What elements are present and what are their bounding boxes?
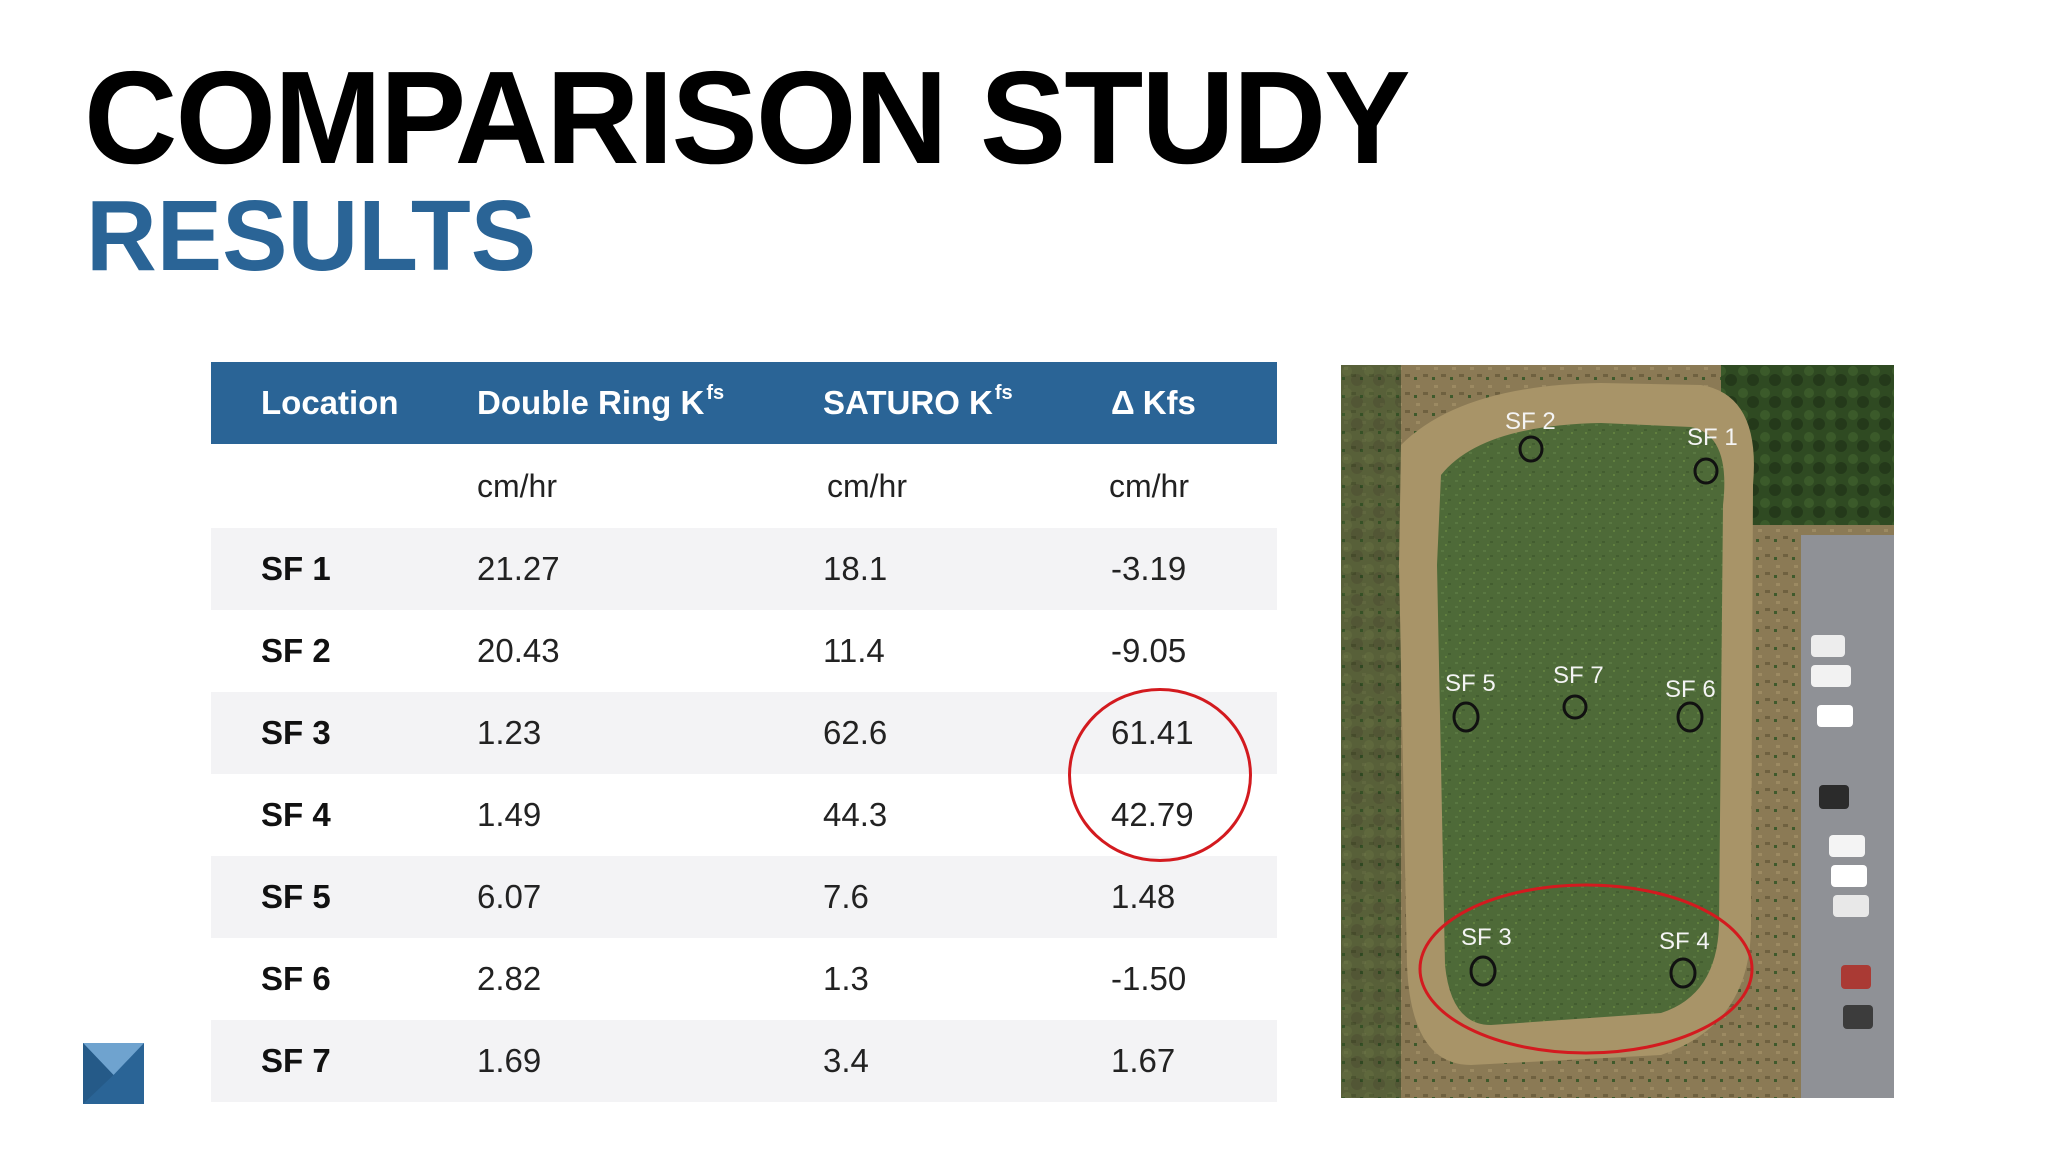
parked-car — [1843, 1005, 1873, 1029]
row-saturo: 62.6 — [823, 714, 888, 751]
unit-double-ring: cm/hr — [477, 467, 557, 504]
row-double-ring: 1.23 — [477, 714, 542, 751]
row-double-ring: 20.43 — [477, 632, 560, 669]
aerial-map: SF 1 SF 2 SF 5 SF 7 SF 6 SF 3 SF 4 — [1341, 365, 1894, 1098]
unit-saturo: cm/hr — [827, 467, 907, 504]
label-sf3: SF 3 — [1461, 924, 1512, 951]
parked-car — [1819, 785, 1849, 809]
parked-car — [1811, 635, 1845, 657]
parked-car — [1833, 895, 1869, 917]
label-sf1: SF 1 — [1687, 424, 1738, 451]
row-location: SF 4 — [261, 796, 331, 833]
parked-car — [1829, 835, 1865, 857]
parked-car — [1831, 865, 1867, 887]
marker-sf6 — [1676, 701, 1704, 733]
header-delta-label: Kfs — [1142, 384, 1196, 421]
row-location: SF 2 — [261, 632, 331, 669]
marker-sf2 — [1518, 435, 1544, 463]
row-location: SF 7 — [261, 1042, 331, 1079]
row-location: SF 3 — [261, 714, 331, 751]
table-row: SF 1 21.27 18.1 -3.19 — [211, 528, 1277, 610]
row-delta: 1.67 — [1111, 1042, 1176, 1079]
row-saturo: 18.1 — [823, 550, 888, 587]
label-sf6: SF 6 — [1665, 676, 1716, 703]
row-location: SF 1 — [261, 550, 331, 587]
label-sf5: SF 5 — [1445, 670, 1496, 697]
sample-labels: SF 1 SF 2 SF 5 SF 7 SF 6 SF 3 SF 4 — [1445, 408, 1738, 955]
delta-symbol: Δ — [1111, 384, 1135, 421]
marker-sf3 — [1469, 955, 1497, 987]
row-delta: 1.48 — [1111, 878, 1176, 915]
page-title: COMPARISON STUDY — [84, 44, 1411, 191]
table-units-row: cm/hr cm/hr cm/hr — [211, 444, 1277, 528]
row-location: SF 5 — [261, 878, 331, 915]
label-sf7: SF 7 — [1553, 662, 1604, 689]
header-saturo-label: SATURO K — [823, 384, 993, 421]
table-row: SF 2 20.43 11.4 -9.05 — [211, 610, 1277, 692]
row-delta: -9.05 — [1111, 632, 1187, 669]
unit-delta: cm/hr — [1109, 467, 1189, 504]
label-sf4: SF 4 — [1659, 928, 1710, 955]
row-delta: 61.41 — [1111, 714, 1194, 751]
table-row: SF 5 6.07 7.6 1.48 — [211, 856, 1277, 938]
header-saturo-subscript: fs — [994, 381, 1013, 404]
row-delta: -3.19 — [1111, 550, 1187, 587]
marker-sf4 — [1669, 957, 1697, 989]
header-double-ring-subscript: fs — [706, 381, 725, 404]
row-saturo: 11.4 — [823, 632, 885, 669]
highlight-circle-map — [1418, 883, 1754, 1055]
label-sf2: SF 2 — [1505, 408, 1556, 435]
aerial-site-photo: SF 1 SF 2 SF 5 SF 7 SF 6 SF 3 SF 4 — [1341, 365, 1894, 1098]
row-saturo: 44.3 — [823, 796, 888, 833]
sample-markers — [1452, 435, 1719, 989]
row-saturo: 3.4 — [823, 1042, 869, 1079]
company-logo-icon — [83, 1043, 144, 1104]
marker-sf5 — [1452, 701, 1480, 733]
grass-field — [1437, 423, 1725, 1025]
header-double-ring-label: Double Ring K — [477, 384, 705, 421]
row-double-ring: 6.07 — [477, 878, 542, 915]
marker-sf7 — [1562, 694, 1588, 720]
row-double-ring: 2.82 — [477, 960, 542, 997]
page-subtitle: RESULTS — [86, 180, 537, 292]
row-saturo: 7.6 — [823, 878, 869, 915]
header-delta: Δ Kfs — [1111, 362, 1196, 444]
header-location: Location — [261, 384, 399, 421]
row-double-ring: 1.69 — [477, 1042, 542, 1079]
parked-car — [1811, 665, 1851, 687]
row-saturo: 1.3 — [823, 960, 869, 997]
table-row: SF 7 1.69 3.4 1.67 — [211, 1020, 1277, 1102]
table-row: SF 6 2.82 1.3 -1.50 — [211, 938, 1277, 1020]
table-row: SF 4 1.49 44.3 42.79 — [211, 774, 1277, 856]
parked-car — [1841, 965, 1871, 989]
row-double-ring: 21.27 — [477, 550, 560, 587]
tree-cover-left — [1341, 365, 1401, 1098]
row-double-ring: 1.49 — [477, 796, 542, 833]
marker-sf1 — [1693, 457, 1719, 485]
parked-car — [1817, 705, 1853, 727]
table-row: SF 3 1.23 62.6 61.41 — [211, 692, 1277, 774]
row-delta: 42.79 — [1111, 796, 1194, 833]
parking-lot — [1801, 535, 1894, 1098]
row-delta: -1.50 — [1111, 960, 1187, 997]
row-location: SF 6 — [261, 960, 331, 997]
